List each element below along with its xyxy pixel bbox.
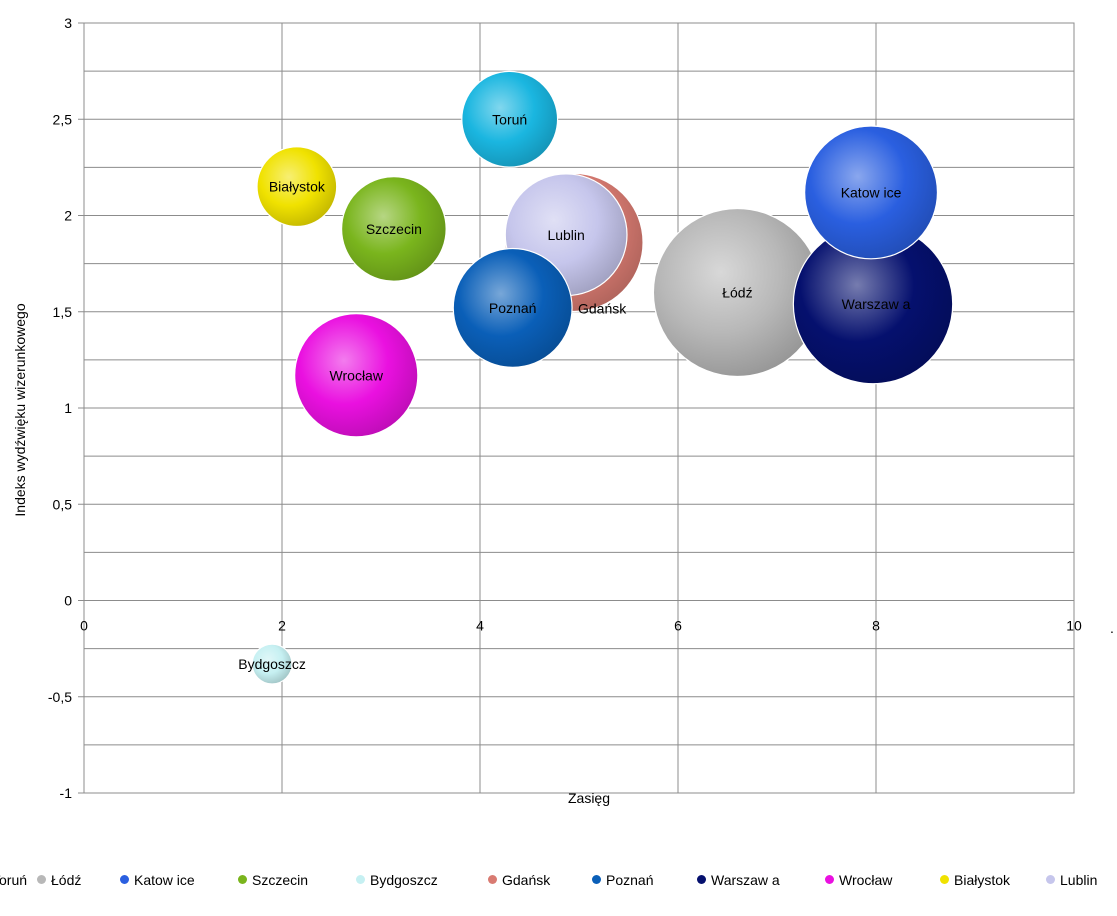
bubble-label-wroclaw: Wrocław [330,367,384,383]
legend-marker [238,875,247,884]
legend-label: Szczecin [252,872,309,888]
legend-item-wroclaw: Wrocław [825,870,892,890]
bubble-label-lublin: Lublin [547,227,584,243]
x-tick-label: 6 [674,618,682,634]
bubble-label-torun: Toruń [492,111,527,127]
bubble-poznan [452,247,573,368]
legend-label: Gdańsk [502,872,551,888]
x-axis-title: Zasięg [568,790,610,806]
legend-item-poznan: Poznań [592,870,653,890]
legend-item-torun: Toruń [0,870,27,890]
bubble-label-gdansk: Gdańsk [578,300,627,316]
x-tick-label: 2 [278,618,286,634]
y-tick-label: -1 [60,785,73,801]
y-tick-label: 1,5 [53,304,73,320]
y-tick-label: 2,5 [53,111,73,127]
bubble-bialystok [256,146,338,228]
legend-item-warszaw-a: Warszaw a [697,870,780,890]
legend-item-bialystok: Białystok [940,870,1010,890]
x-tick-label: 8 [872,618,880,634]
bubble-label-warszaw-a: Warszaw a [842,296,911,312]
bubble-labels: Toruń Łódź Katow ice Szczecin Bydgoszcz Gdańs… [238,111,910,672]
legend-label: Łódź [51,872,82,888]
bubble-label-bialystok: Białystok [269,179,326,195]
bubble-series [251,70,954,685]
legend-marker [592,875,601,884]
bubble-label-bydgoszcz: Bydgoszcz [238,656,306,672]
legend-label: Bydgoszcz [370,872,438,888]
legend-label: Poznań [606,872,654,888]
legend-label: Wrocław [839,872,893,888]
legend-marker [37,875,46,884]
legend-label: Toruń [0,872,28,888]
legend-item-bydgoszcz: Bydgoszcz [356,870,438,890]
bubble-katow-ice [804,125,939,260]
grid [83,22,1075,794]
bubble-torun [461,70,559,168]
legend-label: Białystok [954,872,1011,888]
x-tick-label: 4 [476,618,484,634]
bubble-szczecin [340,176,447,282]
legend-item-lublin: Lublin [1046,870,1097,890]
y-tick-label: 1 [64,400,72,416]
bubble-bydgoszcz [251,643,293,685]
x-tick-label: 10 [1066,618,1082,634]
y-tick-label: -0,5 [48,689,72,705]
legend-marker [1046,875,1055,884]
legend-item-lodz: Łódź [37,870,81,890]
legend-marker [825,875,834,884]
y-axis-title: Indeks wydźwięku wizerunkowego [12,303,28,516]
legend-label: Katow ice [134,872,195,888]
legend-marker [488,875,497,884]
bubble-label-szczecin: Szczecin [366,221,422,237]
bubble-label-katow-ice: Katow ice [841,184,902,200]
bubble-label-poznan: Poznań [489,300,536,316]
legend-marker [697,875,706,884]
legend-marker [940,875,949,884]
legend-item-szczecin: Szczecin [238,870,308,890]
legend-label: Lublin [1060,872,1098,888]
x-tick-label: 0 [80,618,88,634]
legend: Toruń Łódź Katow ice Szczecin Bydgoszcz Gdańs… [0,870,1117,894]
bubble-label-lodz: Łódź [722,285,752,301]
y-tick-label: 0 [64,593,72,609]
y-tick-label: 2 [64,208,72,224]
legend-item-gdansk: Gdańsk [488,870,550,890]
y-tick-label: 3 [64,15,72,31]
legend-item-katow-ice: Katow ice [120,870,195,890]
legend-label: Warszaw a [711,872,780,888]
bubble-wroclaw [294,313,419,438]
axes: -1 -0,5 0 0,5 1 1,5 2 2,5 3 0 2 4 6 8 10 [48,15,1082,801]
y-tick-label: 0,5 [53,496,73,512]
legend-marker [356,875,365,884]
trailing-mark: . [1110,620,1114,636]
legend-marker [120,875,129,884]
